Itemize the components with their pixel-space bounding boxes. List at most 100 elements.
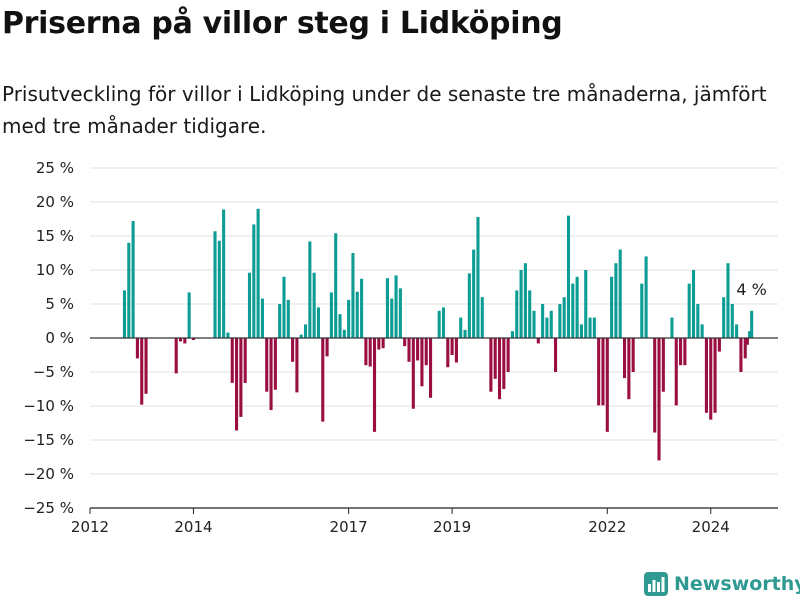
bar bbox=[308, 241, 312, 338]
bars bbox=[122, 208, 754, 461]
bar bbox=[135, 338, 139, 359]
bar bbox=[295, 338, 299, 393]
bar bbox=[554, 338, 558, 372]
bar bbox=[243, 338, 247, 383]
bar bbox=[368, 338, 372, 367]
bar bbox=[597, 338, 601, 406]
bar bbox=[372, 338, 377, 432]
bar bbox=[390, 298, 394, 338]
bar bbox=[342, 329, 346, 338]
bar bbox=[584, 270, 588, 338]
bar bbox=[610, 276, 614, 338]
bar bbox=[334, 233, 338, 338]
bar bbox=[622, 338, 627, 379]
bar bbox=[416, 338, 420, 361]
bar bbox=[704, 338, 708, 413]
bar bbox=[325, 338, 329, 357]
bar bbox=[127, 242, 131, 338]
bar bbox=[222, 209, 226, 338]
bar bbox=[178, 338, 183, 342]
bar bbox=[687, 283, 691, 338]
bar bbox=[282, 276, 286, 338]
value-label: 4 % bbox=[736, 280, 766, 299]
bar bbox=[420, 338, 424, 387]
bar bbox=[131, 221, 135, 338]
page-title: Priserna på villor steg i Lidköping bbox=[2, 6, 563, 41]
bar bbox=[424, 338, 428, 366]
newsworthy-brand[interactable]: Newsworthy bbox=[644, 570, 800, 598]
x-tick-label: 2017 bbox=[330, 518, 368, 536]
bar bbox=[735, 324, 739, 338]
bar bbox=[588, 317, 592, 338]
bar bbox=[497, 338, 502, 400]
bar bbox=[463, 329, 467, 338]
bar bbox=[717, 338, 721, 352]
bar bbox=[745, 338, 749, 345]
bar bbox=[459, 317, 463, 338]
y-tick-label: 0 % bbox=[45, 329, 74, 347]
bar bbox=[657, 338, 661, 461]
bar bbox=[592, 317, 596, 338]
bar bbox=[411, 338, 415, 409]
bar bbox=[437, 310, 441, 338]
bar bbox=[316, 307, 321, 338]
bar bbox=[122, 290, 127, 338]
bar bbox=[360, 278, 364, 338]
bar bbox=[226, 332, 230, 338]
bar bbox=[286, 299, 290, 338]
bar bbox=[247, 272, 252, 338]
y-tick-label: −5 % bbox=[33, 363, 74, 381]
bar bbox=[429, 338, 433, 398]
bar bbox=[191, 338, 196, 341]
bar bbox=[303, 324, 308, 338]
bar bbox=[748, 331, 752, 338]
bar bbox=[730, 304, 734, 338]
bar bbox=[321, 338, 325, 422]
bar bbox=[579, 324, 583, 338]
bar bbox=[722, 297, 726, 338]
bar bbox=[696, 304, 700, 338]
bar bbox=[450, 338, 454, 355]
bar bbox=[260, 298, 264, 338]
bar bbox=[239, 338, 243, 417]
bar bbox=[144, 338, 148, 394]
bar bbox=[235, 338, 239, 431]
page-subtitle: Prisutveckling för villor i Lidköping un… bbox=[2, 82, 767, 138]
bar bbox=[252, 224, 256, 338]
y-tick-label: 10 % bbox=[36, 261, 74, 279]
bar bbox=[183, 338, 187, 344]
bar bbox=[571, 283, 575, 338]
bar bbox=[299, 334, 303, 338]
bar bbox=[502, 338, 506, 389]
bar bbox=[278, 304, 282, 338]
bar bbox=[476, 216, 480, 338]
y-tick-label: −15 % bbox=[23, 431, 74, 449]
x-tick-label: 2014 bbox=[174, 518, 212, 536]
bar bbox=[381, 338, 385, 349]
bar bbox=[670, 317, 674, 338]
bar bbox=[454, 338, 458, 363]
bar bbox=[661, 338, 665, 392]
bar bbox=[355, 291, 359, 338]
newsworthy-logo-icon bbox=[644, 572, 668, 596]
bar bbox=[558, 304, 562, 338]
axes bbox=[90, 337, 778, 509]
bar bbox=[312, 272, 316, 338]
bar bbox=[750, 310, 754, 338]
bar bbox=[700, 324, 704, 338]
y-tick-label: 15 % bbox=[36, 227, 74, 245]
bar bbox=[691, 270, 696, 338]
x-tick-label: 2012 bbox=[71, 518, 109, 536]
bar bbox=[627, 338, 631, 400]
bar bbox=[407, 338, 411, 362]
x-tick-label: 2019 bbox=[433, 518, 471, 536]
bar bbox=[446, 338, 450, 368]
bar bbox=[398, 288, 402, 338]
bar bbox=[562, 297, 566, 338]
y-tick-label: 5 % bbox=[45, 295, 74, 313]
bar bbox=[187, 292, 191, 338]
y-axis-ticks: −25 % −20 % −15 % −10 % −5 % 0 % 5 % 10 % 15 % 20… bbox=[23, 159, 74, 517]
bar bbox=[605, 338, 609, 432]
bar bbox=[631, 338, 635, 372]
bar bbox=[713, 338, 717, 413]
